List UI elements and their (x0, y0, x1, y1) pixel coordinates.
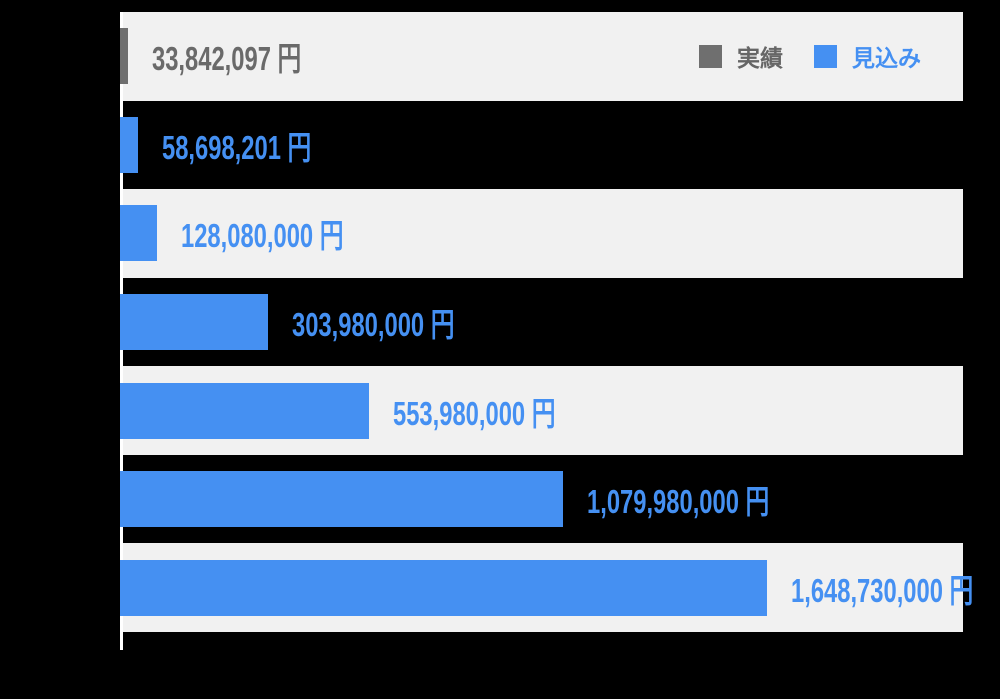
chart-row: 58,698,201 円 (120, 101, 963, 190)
bar-value-label: 303,980,000 円 (292, 305, 455, 343)
bar-forecast (120, 382, 369, 439)
bar-chart: 33,842,097 円 実績 見込み 58,698,201 円 128,080… (120, 12, 973, 650)
chart-row: 128,080,000 円 (120, 189, 963, 278)
bar-value-label: 1,079,980,000 円 (587, 483, 770, 521)
legend-label-actual: 実績 (737, 45, 783, 72)
chart-row: 1,079,980,000 円 (120, 455, 963, 544)
bar-forecast (120, 293, 268, 350)
chart-row: 1,648,730,000 円 (120, 543, 973, 632)
legend-swatch-forecast (814, 44, 837, 68)
bar-value-label: 128,080,000 円 (181, 217, 344, 255)
bar-forecast (120, 116, 138, 173)
chart-legend: 実績 見込み (699, 39, 921, 73)
legend-swatch-actual (699, 44, 722, 68)
bar-value-label: 553,980,000 円 (393, 394, 556, 432)
legend-item-forecast[interactable]: 見込み (814, 39, 921, 73)
bar-forecast (120, 559, 767, 616)
bar-forecast (120, 205, 157, 262)
bar-value-label: 58,698,201 円 (162, 128, 312, 166)
bar-actual (120, 28, 128, 85)
chart-row: 303,980,000 円 (120, 278, 963, 367)
legend-label-forecast: 見込み (852, 45, 921, 72)
legend-item-actual[interactable]: 実績 (699, 39, 783, 73)
chart-row: 553,980,000 円 (120, 366, 963, 455)
bar-forecast (120, 471, 563, 528)
bar-value-label: 33,842,097 円 (152, 40, 302, 78)
chart-row: 33,842,097 円 実績 見込み (120, 12, 963, 101)
bar-value-label: 1,648,730,000 円 (791, 571, 974, 609)
